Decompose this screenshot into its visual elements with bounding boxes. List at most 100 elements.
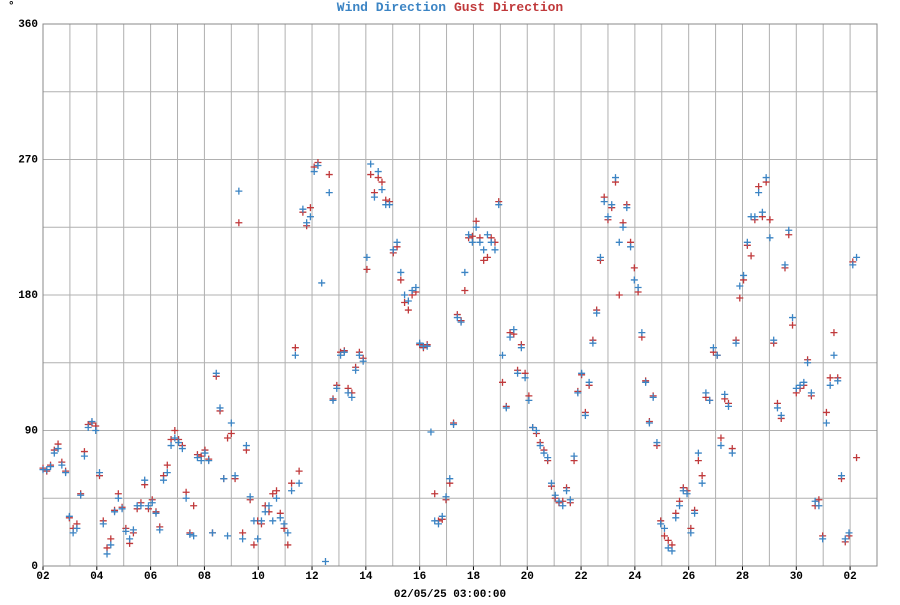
marker xyxy=(239,535,247,543)
marker xyxy=(367,171,375,179)
marker xyxy=(819,535,827,543)
marker xyxy=(408,286,416,294)
marker xyxy=(190,502,198,510)
marker xyxy=(691,509,699,517)
marker xyxy=(653,439,661,447)
marker xyxy=(374,174,382,182)
marker xyxy=(521,374,529,382)
marker xyxy=(416,339,424,347)
marker xyxy=(683,490,691,498)
marker xyxy=(721,390,729,398)
marker xyxy=(438,512,446,520)
marker xyxy=(378,178,386,186)
marker xyxy=(178,445,186,453)
marker xyxy=(386,201,394,209)
marker xyxy=(442,493,450,501)
marker xyxy=(190,532,198,540)
marker xyxy=(254,535,262,543)
marker xyxy=(220,475,228,483)
marker xyxy=(363,265,371,273)
marker xyxy=(370,193,378,201)
marker xyxy=(152,509,160,517)
marker xyxy=(107,541,115,549)
marker xyxy=(137,502,145,510)
marker xyxy=(559,502,567,510)
marker xyxy=(570,452,578,460)
marker xyxy=(717,434,725,442)
marker xyxy=(212,369,220,377)
marker xyxy=(92,427,100,434)
marker xyxy=(822,408,830,416)
marker xyxy=(815,496,823,504)
marker xyxy=(499,378,507,386)
marker xyxy=(265,502,273,510)
marker xyxy=(205,457,213,465)
marker xyxy=(163,469,171,477)
x-tick-label: 22 xyxy=(574,571,587,583)
x-tick-label: 20 xyxy=(521,571,534,583)
marker xyxy=(585,378,593,386)
marker xyxy=(796,381,804,389)
marker xyxy=(743,238,751,246)
marker xyxy=(80,452,88,460)
marker xyxy=(702,389,710,397)
marker xyxy=(269,517,277,525)
marker xyxy=(514,369,522,377)
marker xyxy=(88,417,96,425)
marker xyxy=(193,454,201,462)
marker xyxy=(834,377,842,385)
marker xyxy=(807,389,815,397)
marker xyxy=(111,508,119,516)
marker xyxy=(246,493,254,501)
marker xyxy=(465,231,473,239)
marker xyxy=(295,467,303,475)
marker xyxy=(299,205,307,213)
marker xyxy=(107,535,115,543)
marker xyxy=(129,526,137,534)
marker xyxy=(841,535,849,543)
marker xyxy=(634,283,642,291)
marker xyxy=(811,497,819,505)
marker xyxy=(167,436,175,444)
marker xyxy=(348,393,356,401)
marker xyxy=(295,479,303,487)
marker xyxy=(321,557,329,565)
marker xyxy=(340,348,348,356)
marker xyxy=(732,339,740,347)
marker xyxy=(642,378,650,386)
marker xyxy=(363,253,371,261)
marker xyxy=(250,517,258,525)
marker xyxy=(58,461,66,469)
marker xyxy=(288,479,296,487)
marker xyxy=(122,527,130,535)
marker xyxy=(95,469,103,477)
marker xyxy=(792,384,800,392)
marker xyxy=(615,238,623,246)
marker xyxy=(276,514,284,522)
marker xyxy=(359,357,367,365)
marker xyxy=(853,253,861,261)
x-tick-label: 02 xyxy=(36,571,49,583)
marker xyxy=(404,306,412,314)
marker xyxy=(502,404,510,412)
marker xyxy=(830,351,838,359)
marker xyxy=(73,524,81,532)
marker xyxy=(698,472,706,480)
marker xyxy=(532,427,540,434)
marker xyxy=(50,449,58,457)
marker xyxy=(325,171,333,179)
marker xyxy=(427,428,435,436)
marker xyxy=(709,344,717,352)
marker xyxy=(453,314,461,322)
marker xyxy=(499,351,507,359)
marker xyxy=(461,268,469,276)
marker xyxy=(480,256,488,264)
marker xyxy=(389,246,397,254)
marker xyxy=(630,276,638,284)
marker xyxy=(627,243,635,251)
x-tick-label: 14 xyxy=(359,571,373,583)
marker xyxy=(216,404,224,412)
y-tick-label: 180 xyxy=(18,290,38,302)
marker xyxy=(789,321,797,329)
